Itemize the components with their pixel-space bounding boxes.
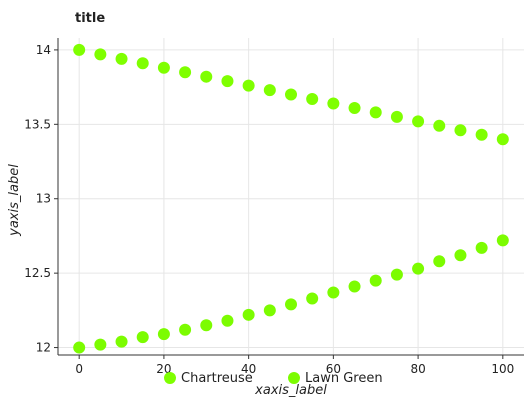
data-point <box>136 57 149 70</box>
data-point <box>306 292 319 305</box>
data-point <box>390 268 403 281</box>
data-point <box>369 106 382 119</box>
data-point <box>327 286 340 299</box>
data-point <box>242 308 255 321</box>
data-point <box>94 48 107 61</box>
data-point <box>475 241 488 254</box>
y-tick-label: 14 <box>36 43 51 57</box>
data-point <box>496 133 509 146</box>
data-point <box>348 101 361 114</box>
data-point <box>263 304 276 317</box>
data-point <box>136 331 149 344</box>
y-tick-label: 12.5 <box>24 266 51 280</box>
data-point <box>433 119 446 132</box>
x-tick-label: 0 <box>75 362 83 376</box>
data-point <box>433 255 446 268</box>
data-point <box>179 323 192 336</box>
data-point <box>475 128 488 141</box>
data-point <box>221 75 234 88</box>
data-points <box>73 43 509 354</box>
data-point <box>263 84 276 97</box>
data-point <box>412 262 425 275</box>
data-point <box>327 97 340 110</box>
x-tick-label: 80 <box>410 362 425 376</box>
data-point <box>454 124 467 137</box>
chart-title: title <box>75 11 105 26</box>
data-point <box>412 115 425 128</box>
legend: Chartreuse Lawn Green <box>164 371 383 386</box>
data-point <box>369 274 382 287</box>
data-point <box>179 66 192 79</box>
data-point <box>242 79 255 92</box>
data-point <box>390 110 403 123</box>
legend-label: Lawn Green <box>305 371 383 386</box>
data-point <box>348 280 361 293</box>
x-tick-label: 100 <box>491 362 514 376</box>
x-axis-title: xaxis_label <box>254 383 327 398</box>
data-point <box>73 341 86 354</box>
data-point <box>285 88 297 101</box>
data-point <box>221 314 234 327</box>
y-tick-label: 13.5 <box>24 117 51 131</box>
data-point <box>115 52 128 65</box>
legend-marker <box>164 372 176 384</box>
data-point <box>306 93 319 106</box>
data-point <box>157 61 170 74</box>
y-tick-label: 13 <box>36 192 51 206</box>
legend-marker <box>288 372 300 384</box>
data-point <box>454 249 467 262</box>
y-axis-title: yaxis_label <box>7 164 22 237</box>
x-tick-label: 60 <box>326 362 341 376</box>
data-point <box>157 328 170 341</box>
data-point <box>200 319 213 332</box>
data-point <box>94 338 107 351</box>
x-tick-label: 40 <box>241 362 256 376</box>
data-point <box>285 298 297 311</box>
y-tick-label: 12 <box>36 341 51 355</box>
data-point <box>115 335 128 348</box>
data-point <box>200 70 213 83</box>
data-point <box>496 234 509 247</box>
legend-label: Chartreuse <box>181 371 253 386</box>
data-point <box>73 43 86 56</box>
